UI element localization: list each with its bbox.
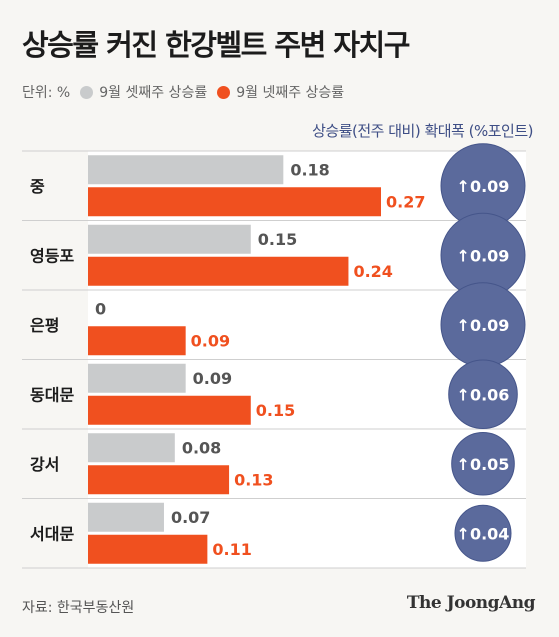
bar-series1	[88, 502, 164, 532]
source-note: 자료: 한국부동산원	[22, 600, 135, 616]
legend: 단위: % 9월 셋째주 상승률 9월 넷째주 상승률	[22, 82, 344, 102]
category-label: 서대문	[30, 524, 74, 543]
bar-label-series2: 0.13	[234, 470, 273, 489]
increase-header: 상승률(전주 대비) 확대폭 (%포인트)	[312, 122, 533, 140]
bar-series2	[88, 465, 230, 495]
increase-label: ↑0.09	[457, 246, 510, 265]
bar-label-series2: 0.15	[256, 401, 295, 420]
category-label: 영등포	[30, 246, 74, 265]
chart-title: 상승률 커진 한강벨트 주변 자치구	[22, 28, 410, 62]
brand-logo: The JoongAng	[406, 593, 536, 613]
legend-series1-marker	[80, 85, 94, 99]
bar-series2	[88, 256, 349, 286]
bar-label-series1: 0.15	[258, 230, 297, 249]
bar-series1	[88, 433, 175, 463]
bar-label-series1: 0.07	[171, 508, 210, 527]
increase-label: ↑0.04	[457, 524, 510, 543]
legend-series2-marker	[217, 85, 231, 99]
legend-series2-label: 9월 넷째주 상승률	[236, 85, 345, 101]
category-label: 중	[30, 177, 45, 196]
bar-series1	[88, 155, 284, 185]
legend-series1-label: 9월 셋째주 상승률	[99, 85, 208, 101]
bar-label-series2: 0.09	[191, 331, 230, 350]
bar-series1	[88, 363, 186, 393]
increase-circle	[448, 359, 518, 430]
bar-series2	[88, 326, 186, 356]
increase-label: ↑0.06	[457, 385, 510, 404]
bar-series2	[88, 187, 381, 217]
increase-label: ↑0.05	[457, 455, 510, 474]
bar-label-series2: 0.24	[353, 262, 392, 281]
bar-label-series2: 0.11	[212, 540, 251, 559]
category-label: 은평	[30, 316, 59, 335]
bar-label-series1: 0.09	[193, 369, 232, 388]
bar-series2	[88, 395, 251, 425]
bar-label-series1: 0.18	[290, 160, 329, 179]
increase-circle	[451, 431, 515, 496]
increase-label: ↑0.09	[457, 316, 510, 335]
bar-series2	[88, 534, 208, 564]
unit-label: 단위: %	[22, 85, 71, 101]
bar-label-series1: 0	[95, 299, 106, 318]
bar-label-series1: 0.08	[182, 438, 221, 457]
category-label: 동대문	[30, 385, 74, 404]
bar-label-series2: 0.27	[386, 192, 425, 211]
increase-circle	[454, 504, 512, 562]
bar-series1	[88, 224, 251, 254]
increase-label: ↑0.09	[457, 177, 510, 196]
category-label: 강서	[30, 455, 59, 474]
